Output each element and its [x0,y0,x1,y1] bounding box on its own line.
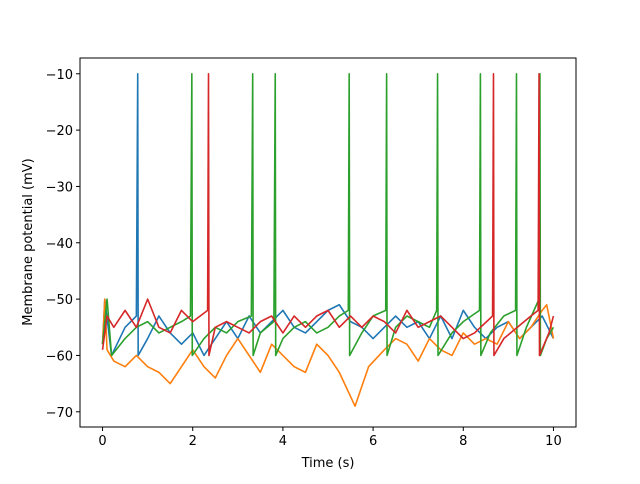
x-tick-label: 2 [189,434,197,449]
series-line [101,72,555,357]
y-tick-label: −10 [46,68,73,83]
y-tick-label: −50 [46,293,73,308]
x-tick-label: 0 [98,434,106,449]
y-tick-label: −40 [46,237,73,252]
x-tick-label: 10 [545,434,562,449]
y-tick-label: −60 [46,349,73,364]
x-axis-label: Time (s) [301,456,355,471]
x-tick-label: 4 [279,434,287,449]
x-tick-label: 8 [459,434,467,449]
x-tick-label: 6 [369,434,377,449]
y-tick-label: −70 [46,406,73,421]
y-tick-label: −20 [46,124,73,139]
series-line [101,298,555,407]
y-axis-label: Membrane potential (mV) [21,158,36,325]
plot-area [101,72,555,407]
series-line [101,72,555,357]
y-tick-label: −30 [46,180,73,195]
